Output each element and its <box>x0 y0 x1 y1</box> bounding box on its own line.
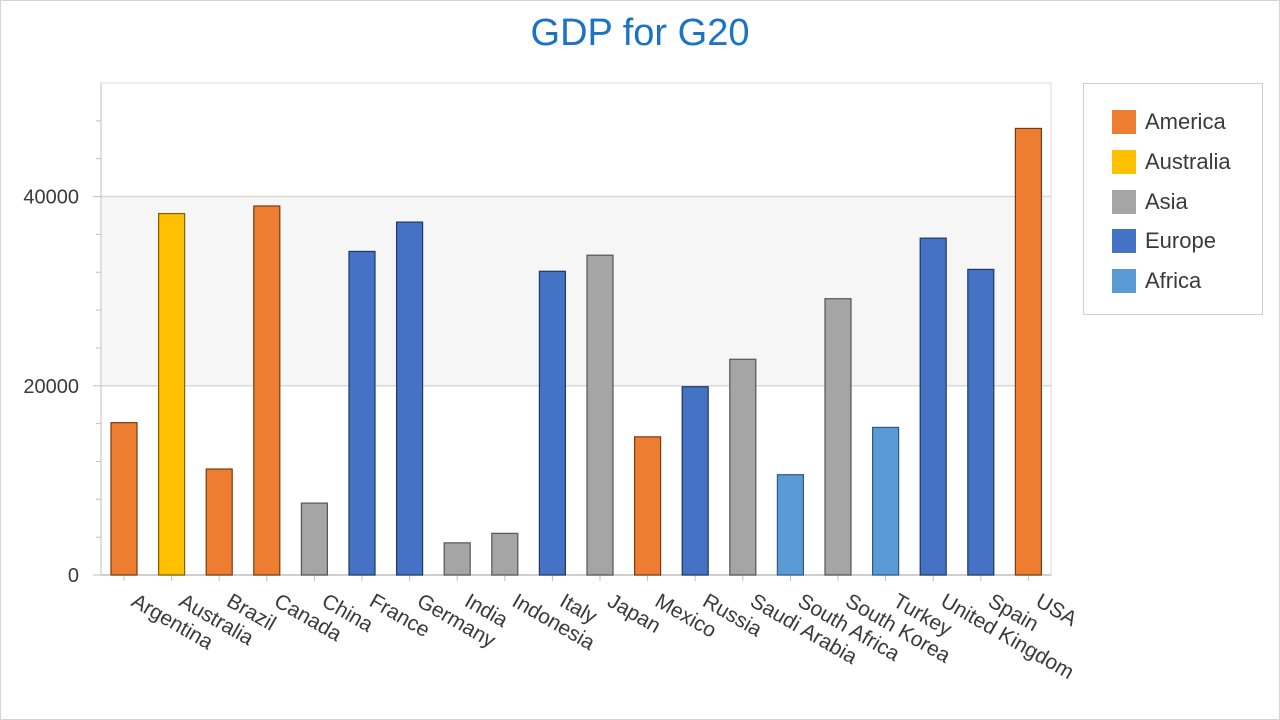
legend-swatch <box>1112 269 1136 294</box>
legend-swatch <box>1112 189 1136 214</box>
legend-label: America <box>1145 109 1226 134</box>
y-tick-label: 0 <box>68 565 79 587</box>
bar-germany <box>396 221 424 576</box>
grid-band <box>102 196 1050 386</box>
legend-swatch <box>1112 149 1136 174</box>
bar-argentina <box>110 422 138 576</box>
bar-canada <box>253 205 281 576</box>
legend-swatch <box>1112 229 1136 254</box>
bar-south-korea <box>824 298 852 576</box>
bar-brazil <box>205 468 233 576</box>
bar-russia <box>681 386 709 576</box>
y-tick-label: 20000 <box>23 376 79 398</box>
bar-spain <box>967 268 995 576</box>
chart-title: GDP for G20 <box>530 12 750 54</box>
bar-france <box>348 250 376 576</box>
legend-item-australia: Australia <box>1112 148 1231 174</box>
legend: America Australia Asia Europe Africa <box>1083 83 1263 315</box>
bar-usa <box>1014 127 1043 576</box>
bar-united-kingdom <box>919 237 947 576</box>
legend-item-africa: Africa <box>1112 268 1202 294</box>
legend-label: Asia <box>1145 188 1188 214</box>
bar-italy <box>538 270 567 576</box>
legend-label: Africa <box>1145 268 1202 294</box>
bar-south-africa <box>776 474 805 576</box>
x-tick-label: Japan <box>604 589 665 638</box>
bar-indonesia <box>491 532 519 576</box>
bar-turkey <box>871 426 900 576</box>
y-tick-label: 40000 <box>23 187 79 209</box>
bar-china <box>300 502 328 576</box>
legend-item-asia: Asia <box>1112 188 1188 214</box>
legend-swatch <box>1112 110 1136 134</box>
legend-item-america: America <box>1112 109 1226 134</box>
x-tick-label: USA <box>1032 589 1081 631</box>
bar-australia <box>158 212 186 576</box>
legend-label: Europe <box>1145 228 1216 254</box>
bar-mexico <box>633 436 662 576</box>
bar-india <box>443 542 471 576</box>
bar-saudi-arabia <box>729 358 757 576</box>
bar-japan <box>586 254 614 576</box>
legend-item-europe: Europe <box>1112 228 1216 254</box>
legend-label: Australia <box>1145 148 1231 174</box>
